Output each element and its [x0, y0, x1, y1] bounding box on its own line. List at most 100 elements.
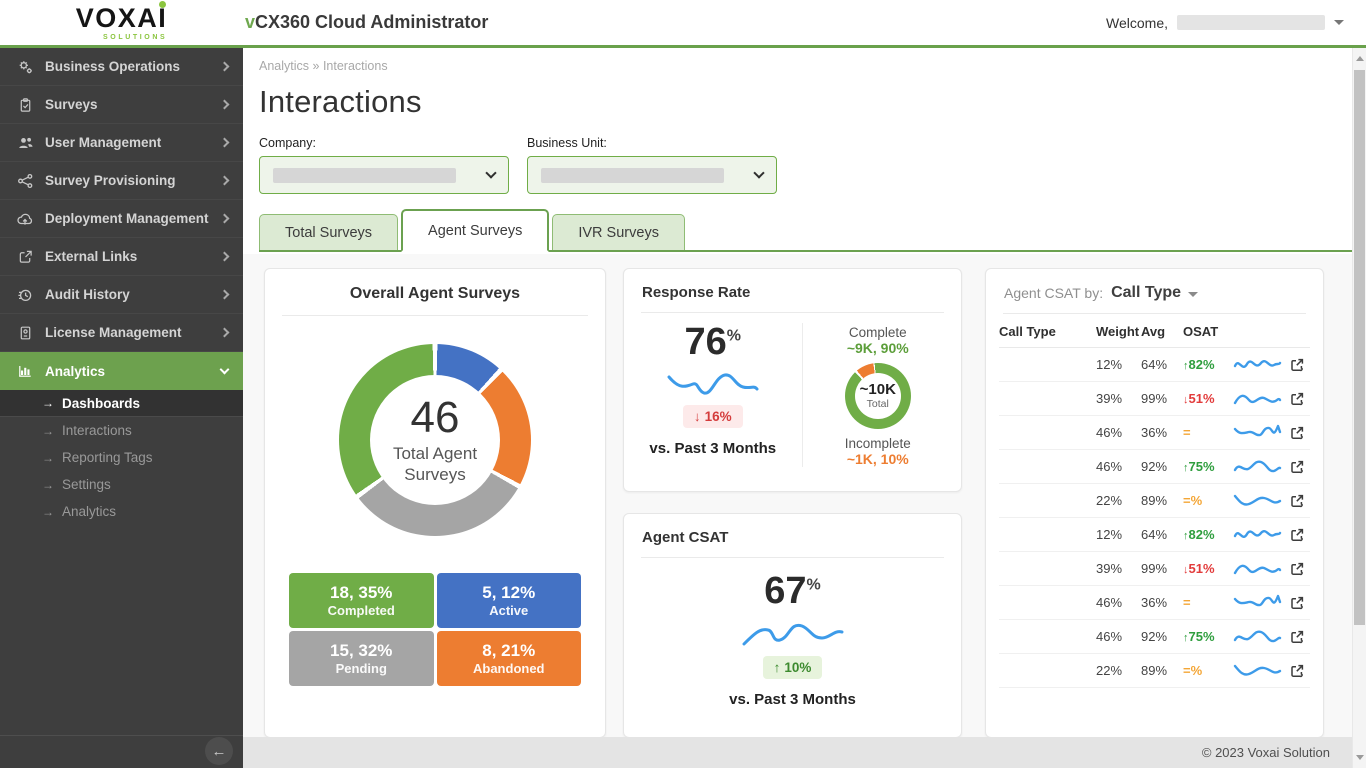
submenu-item-analytics[interactable]: →Analytics: [0, 498, 243, 525]
weight-value: 22%: [1096, 663, 1141, 678]
avg-value: 92%: [1141, 629, 1183, 644]
cloud-upload-icon: [16, 211, 34, 227]
user-menu[interactable]: Welcome,: [1106, 15, 1344, 31]
table-row: 46% 36% =: [999, 586, 1310, 620]
share-icon: [16, 173, 34, 189]
osat-value: ↓51%: [1183, 561, 1231, 576]
weight-value: 46%: [1096, 425, 1141, 440]
col-avg: Avg: [1141, 324, 1183, 339]
sidebar-nav: Business Operations Surveys User Managem…: [0, 48, 243, 768]
page-title: Interactions: [259, 84, 422, 120]
row-sparkline: [1231, 388, 1283, 410]
vertical-scrollbar[interactable]: [1352, 48, 1366, 768]
avg-value: 64%: [1141, 527, 1183, 542]
dimension-value: Call Type: [1111, 284, 1181, 302]
sidebar-item-analytics[interactable]: Analytics: [0, 352, 243, 390]
table-row: 22% 89% =%: [999, 654, 1310, 688]
osat-value: ↑82%: [1183, 527, 1231, 542]
overall-donut-chart: 46 Total Agent Surveys: [339, 344, 531, 536]
analytics-submenu: →Dashboards →Interactions →Reporting Tag…: [0, 390, 243, 525]
gears-icon: [16, 59, 34, 75]
osat-value: ↑75%: [1183, 629, 1231, 644]
welcome-label: Welcome,: [1106, 15, 1168, 31]
agent-csat-delta-badge: ↑10%: [763, 656, 823, 679]
complete-label: Complete: [849, 325, 907, 340]
sidebar-item-label: Audit History: [45, 287, 130, 302]
business-unit-filter: Business Unit:: [527, 136, 777, 194]
main-content: Analytics » Interactions Interactions Co…: [243, 48, 1352, 737]
submenu-item-dashboards[interactable]: →Dashboards: [0, 390, 243, 417]
agent-csat-sparkline: [738, 614, 848, 654]
submenu-item-settings[interactable]: →Settings: [0, 471, 243, 498]
business-unit-select[interactable]: [527, 156, 777, 194]
row-sparkline: [1231, 422, 1283, 444]
response-rate-card: Response Rate 76% ↓16% vs. Past 3 Months…: [623, 268, 962, 492]
sidebar-item-user-management[interactable]: User Management: [0, 124, 243, 162]
sidebar-item-audit-history[interactable]: Audit History: [0, 276, 243, 314]
sidebar-item-label: License Management: [45, 325, 182, 340]
open-external-icon[interactable]: [1289, 629, 1305, 645]
submenu-item-reporting-tags[interactable]: →Reporting Tags: [0, 444, 243, 471]
open-external-icon[interactable]: [1289, 595, 1305, 611]
app-title-prefix: v: [245, 12, 255, 32]
submenu-item-interactions[interactable]: →Interactions: [0, 417, 243, 444]
chevron-down-icon: [1334, 20, 1344, 25]
sidebar-item-surveys[interactable]: Surveys: [0, 86, 243, 124]
tab-total-surveys[interactable]: Total Surveys: [259, 214, 398, 250]
legend-active: 5, 12%Active: [437, 573, 582, 628]
row-sparkline: [1231, 490, 1283, 512]
osat-value: ↑75%: [1183, 459, 1231, 474]
avg-value: 36%: [1141, 425, 1183, 440]
sidebar-item-label: Analytics: [45, 364, 105, 379]
avg-value: 89%: [1141, 493, 1183, 508]
arrow-right-icon: →: [42, 451, 54, 465]
open-external-icon[interactable]: [1289, 459, 1305, 475]
tab-agent-surveys[interactable]: Agent Surveys: [401, 209, 549, 252]
collapse-sidebar-button[interactable]: ←: [205, 737, 233, 765]
chevron-right-icon: [220, 328, 230, 338]
users-icon: [16, 135, 34, 151]
open-external-icon[interactable]: [1289, 493, 1305, 509]
breadcrumb-current: Interactions: [323, 59, 388, 73]
avg-value: 99%: [1141, 391, 1183, 406]
dimension-selector[interactable]: Call Type: [1111, 284, 1198, 302]
open-external-icon[interactable]: [1289, 425, 1305, 441]
total-label: Total: [867, 398, 889, 410]
row-sparkline: [1231, 524, 1283, 546]
app-title: vCX360 Cloud Administrator: [245, 12, 488, 33]
tab-ivr-surveys[interactable]: IVR Surveys: [552, 214, 685, 250]
legend-completed: 18, 35%Completed: [289, 573, 434, 628]
sidebar-item-label: User Management: [45, 135, 161, 150]
open-external-icon[interactable]: [1289, 527, 1305, 543]
delta-value: 16%: [705, 409, 732, 424]
breadcrumb-parent[interactable]: Analytics: [259, 59, 309, 73]
card-title: Response Rate: [624, 269, 961, 312]
open-external-icon[interactable]: [1289, 357, 1305, 373]
chevron-right-icon: [220, 252, 230, 262]
osat-value: =%: [1183, 663, 1231, 678]
sidebar-item-survey-provisioning[interactable]: Survey Provisioning: [0, 162, 243, 200]
copyright-text: © 2023 Voxai Solution: [1202, 745, 1330, 760]
open-external-icon[interactable]: [1289, 561, 1305, 577]
sidebar-item-license-management[interactable]: License Management: [0, 314, 243, 352]
scrollbar-thumb[interactable]: [1354, 70, 1365, 625]
agent-csat-body: 67% ↑10% vs. Past 3 Months: [624, 558, 961, 708]
sidebar-item-external-links[interactable]: External Links: [0, 238, 243, 276]
voxai-logo: VOXAI SOLUTIONS: [76, 5, 168, 41]
chevron-right-icon: [220, 214, 230, 224]
row-sparkline: [1231, 592, 1283, 614]
logo-dot: [159, 1, 166, 8]
completion-donut-chart: ~10K Total: [845, 363, 911, 429]
company-select[interactable]: [259, 156, 509, 194]
response-rate-delta-badge: ↓16%: [683, 405, 743, 428]
sidebar-item-business-operations[interactable]: Business Operations: [0, 48, 243, 86]
sidebar-item-deployment-management[interactable]: Deployment Management: [0, 200, 243, 238]
row-sparkline: [1231, 626, 1283, 648]
scroll-down-arrow-icon[interactable]: [1356, 755, 1364, 760]
surveys-tab-bar: Total Surveys Agent Surveys IVR Surveys: [259, 214, 1352, 252]
open-external-icon[interactable]: [1289, 391, 1305, 407]
external-link-icon: [16, 249, 34, 265]
scroll-up-arrow-icon[interactable]: [1356, 56, 1364, 61]
chevron-right-icon: [220, 138, 230, 148]
open-external-icon[interactable]: [1289, 663, 1305, 679]
